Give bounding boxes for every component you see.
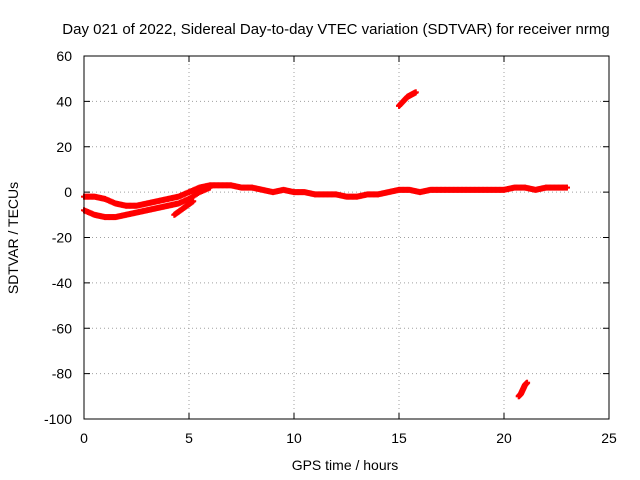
- x-tick-label: 20: [496, 430, 512, 446]
- y-axis-label: SDTVAR / TECUs: [5, 182, 21, 294]
- data-point: [175, 196, 191, 207]
- data-points: [81, 89, 570, 400]
- y-tick-label: -60: [52, 320, 72, 336]
- ticks: 0 5 10 15 20 25 -100 -80 -60 -40 -20 0 20 40 60: [44, 48, 617, 446]
- y-tick-label: 0: [64, 184, 72, 200]
- data-point: [165, 200, 181, 209]
- data-point: [190, 198, 197, 205]
- y-tick-label: -100: [44, 411, 72, 427]
- x-tick-label: 5: [185, 430, 193, 446]
- y-tick-label: -20: [52, 230, 72, 246]
- y-tick-label: 20: [56, 139, 72, 155]
- data-point: [207, 184, 213, 191]
- x-tick-label: 15: [391, 430, 407, 446]
- data-point: [217, 182, 233, 189]
- y-tick-label: -80: [52, 366, 72, 382]
- data-point: [564, 184, 570, 191]
- data-point: [91, 211, 107, 220]
- x-tick-label: 25: [601, 430, 617, 446]
- data-point: [524, 379, 531, 386]
- y-tick-label: -40: [52, 275, 72, 291]
- data-point: [102, 195, 118, 206]
- series-main-band-upper: [81, 182, 570, 209]
- chart-title: Day 021 of 2022, Sidereal Day-to-day VTE…: [62, 21, 609, 38]
- x-tick-label: 0: [80, 430, 88, 446]
- x-axis-label: GPS time / hours: [292, 457, 399, 473]
- grid: [84, 56, 609, 419]
- data-point: [511, 184, 527, 191]
- data-point: [459, 186, 475, 193]
- series-outlier-low: [515, 379, 531, 400]
- y-tick-label: 60: [56, 48, 72, 64]
- series-descending-streak: [171, 198, 197, 218]
- x-tick-label: 10: [286, 430, 302, 446]
- data-point: [438, 186, 454, 193]
- y-tick-label: 40: [56, 93, 72, 109]
- data-point: [375, 189, 391, 198]
- series-outlier-high: [396, 89, 419, 109]
- data-point: [412, 89, 419, 96]
